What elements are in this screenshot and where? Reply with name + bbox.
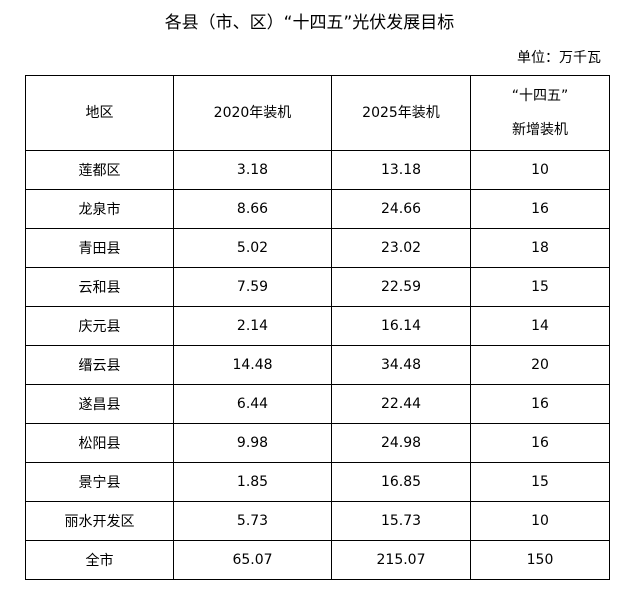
table-row: 云和县 7.59 22.59 15 [25,267,610,307]
header-new-capacity-line2: 新增装机 [512,122,568,138]
cell-region: 青田县 [25,228,174,268]
cell-new-capacity: 16 [470,423,610,463]
cell-region: 莲都区 [25,150,174,190]
cell-2020-capacity: 5.02 [173,228,332,268]
cell-region: 龙泉市 [25,189,174,229]
cell-2025-capacity: 22.44 [331,384,471,424]
cell-2025-capacity: 215.07 [331,540,471,580]
cell-new-capacity: 14 [470,306,610,346]
table-header-row: 地区 2020年装机 2025年装机 “十四五” 新增装机 [25,75,610,151]
table-row: 龙泉市 8.66 24.66 16 [25,189,610,229]
cell-2020-capacity: 14.48 [173,345,332,385]
pv-target-table: 地区 2020年装机 2025年装机 “十四五” 新增装机 莲都区 3.18 13.… [25,75,610,580]
cell-2025-capacity: 13.18 [331,150,471,190]
cell-new-capacity: 20 [470,345,610,385]
table-row: 景宁县 1.85 16.85 15 [25,462,610,502]
cell-2020-capacity: 6.44 [173,384,332,424]
header-new-capacity-line1: “十四五” [511,88,569,104]
cell-2020-capacity: 8.66 [173,189,332,229]
table-row: 松阳县 9.98 24.98 16 [25,423,610,463]
cell-2025-capacity: 15.73 [331,501,471,541]
header-region: 地区 [25,75,174,151]
cell-new-capacity: 10 [470,501,610,541]
table-row: 莲都区 3.18 13.18 10 [25,150,610,190]
table-row: 遂昌县 6.44 22.44 16 [25,384,610,424]
cell-2020-capacity: 65.07 [173,540,332,580]
cell-new-capacity: 18 [470,228,610,268]
header-new-capacity: “十四五” 新增装机 [470,75,610,151]
header-2020-capacity: 2020年装机 [173,75,332,151]
cell-region: 松阳县 [25,423,174,463]
cell-2025-capacity: 16.85 [331,462,471,502]
table-row: 缙云县 14.48 34.48 20 [25,345,610,385]
cell-2020-capacity: 1.85 [173,462,332,502]
cell-region: 云和县 [25,267,174,307]
table-row: 庆元县 2.14 16.14 14 [25,306,610,346]
cell-region: 全市 [25,540,174,580]
cell-2025-capacity: 23.02 [331,228,471,268]
cell-2020-capacity: 7.59 [173,267,332,307]
cell-region: 庆元县 [25,306,174,346]
cell-region: 景宁县 [25,462,174,502]
cell-region: 遂昌县 [25,384,174,424]
cell-new-capacity: 15 [470,267,610,307]
table-total-row: 全市 65.07 215.07 150 [25,540,610,580]
cell-new-capacity: 15 [470,462,610,502]
cell-2020-capacity: 2.14 [173,306,332,346]
cell-2020-capacity: 5.73 [173,501,332,541]
cell-2025-capacity: 16.14 [331,306,471,346]
cell-new-capacity: 10 [470,150,610,190]
cell-2025-capacity: 22.59 [331,267,471,307]
cell-2025-capacity: 24.66 [331,189,471,229]
cell-2025-capacity: 24.98 [331,423,471,463]
cell-new-capacity: 16 [470,189,610,229]
cell-region: 缙云县 [25,345,174,385]
unit-label: 单位：万千瓦 [517,50,601,66]
table-row: 丽水开发区 5.73 15.73 10 [25,501,610,541]
table-row: 青田县 5.02 23.02 18 [25,228,610,268]
cell-region: 丽水开发区 [25,501,174,541]
cell-new-capacity: 150 [470,540,610,580]
cell-new-capacity: 16 [470,384,610,424]
cell-2020-capacity: 3.18 [173,150,332,190]
header-2025-capacity: 2025年装机 [331,75,471,151]
cell-2025-capacity: 34.48 [331,345,471,385]
cell-2020-capacity: 9.98 [173,423,332,463]
document-title: 各县（市、区）“十四五”光伏发展目标 [164,13,455,33]
